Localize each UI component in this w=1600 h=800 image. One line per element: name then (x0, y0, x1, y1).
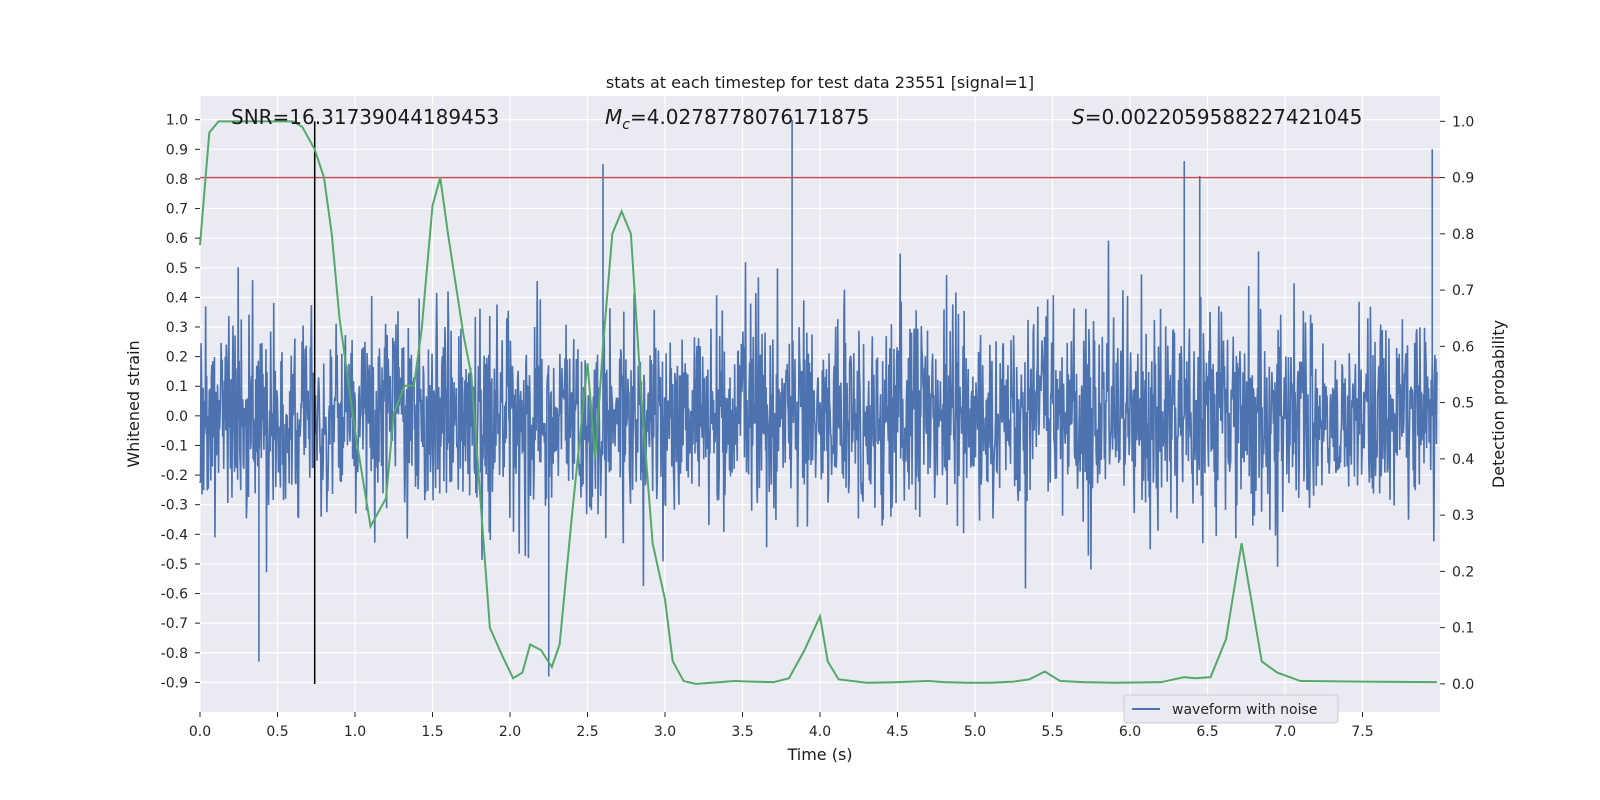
chirp-mass-value: =4.0278778076171875 (630, 105, 869, 129)
y-tick-label: -0.9 (161, 675, 188, 691)
y-right-tick-labels: 1.0 0.9 0.8 0.7 0.6 0.5 0.4 0.3 0.2 0.1 0.0 (1440, 114, 1474, 693)
y-tick-label: 0.2 (166, 350, 188, 366)
y-tick-label: 0.4 (166, 290, 188, 306)
y-right-tick-label: 0.8 (1452, 227, 1474, 243)
y-right-tick-label: 0.0 (1452, 677, 1474, 693)
x-tick-label: 5.5 (1041, 724, 1063, 740)
y-tick-label: 0.3 (166, 320, 188, 336)
y-right-tick-label: 0.9 (1452, 171, 1474, 187)
y-right-tick-label: 0.1 (1452, 621, 1474, 637)
y-right-tick-label: 0.6 (1452, 339, 1474, 355)
y-axis-label: Whitened strain (124, 340, 143, 467)
y-tick-label: -0.3 (161, 498, 188, 514)
y-tick-label: 0.7 (166, 202, 188, 218)
chirp-mass-annotation: Mc=4.0278778076171875 (605, 105, 869, 133)
detection-probability-line (199, 120, 1437, 685)
x-tick-label: 4.5 (886, 724, 908, 740)
x-tick-label: 7.0 (1274, 724, 1296, 740)
y-tick-label: -0.8 (161, 646, 188, 662)
x-tick-label: 7.5 (1351, 724, 1373, 740)
legend: waveform with noise (1123, 694, 1339, 724)
x-tick-label: 2.5 (576, 724, 598, 740)
y-tick-label: 0.5 (166, 261, 188, 277)
x-tick-label: 1.0 (344, 724, 366, 740)
x-tick-label: 6.5 (1196, 724, 1218, 740)
x-tick-label: 5.0 (964, 724, 986, 740)
chirp-mass-subscript: c (622, 117, 630, 133)
s-annotation: S=0.0022059588227421045 (1072, 105, 1362, 129)
x-axis-label: Time (s) (786, 745, 852, 764)
y-tick-label: 0.0 (166, 409, 188, 425)
y-tick-label: -0.7 (161, 616, 188, 632)
x-tick-label: 0.0 (189, 724, 211, 740)
x-tick-label: 0.5 (266, 724, 288, 740)
legend-label: waveform with noise (1172, 702, 1317, 718)
y-right-tick-label: 0.5 (1452, 396, 1474, 412)
x-tick-label: 3.5 (731, 724, 753, 740)
snr-annotation: SNR=16.31739044189453 (231, 105, 499, 129)
y-tick-label: 0.9 (166, 142, 188, 158)
y-tick-label: -0.6 (161, 587, 188, 603)
chart-title: stats at each timestep for test data 235… (606, 73, 1034, 92)
y-right-axis-label: Detection probability (1489, 320, 1508, 488)
y-tick-label: 0.8 (166, 172, 188, 188)
y-tick-labels: 1.0 0.9 0.8 0.7 0.6 0.5 0.4 0.3 0.2 0.1 0.0 -0.1 -0.… (161, 113, 200, 691)
y-tick-label: -0.5 (161, 557, 188, 573)
y-tick-label: -0.1 (161, 438, 188, 454)
waveform-path (199, 119, 1438, 677)
y-tick-label: -0.2 (161, 468, 188, 484)
x-tick-label: 2.0 (499, 724, 521, 740)
y-tick-label: -0.4 (161, 527, 188, 543)
y-right-tick-label: 0.3 (1452, 508, 1474, 524)
y-tick-label: 0.1 (166, 379, 188, 395)
y-tick-label: 1.0 (166, 113, 188, 129)
y-right-tick-label: 0.4 (1452, 452, 1474, 468)
x-tick-label: 3.0 (654, 724, 676, 740)
waveform-series (199, 119, 1438, 677)
x-tick-label: 4.0 (809, 724, 831, 740)
legend-box (1123, 694, 1339, 724)
x-tick-label: 1.5 (421, 724, 443, 740)
y-right-tick-label: 0.7 (1452, 283, 1474, 299)
x-tick-labels: 0.0 0.5 1.0 1.5 2.0 2.5 3.0 3.5 4.0 4.5 5.0 5.5 6.0 6… (189, 712, 1374, 740)
x-tick-label: 6.0 (1119, 724, 1141, 740)
y-tick-label: 0.6 (166, 231, 188, 247)
y-right-tick-label: 1.0 (1452, 114, 1474, 130)
chirp-mass-symbol: M (605, 105, 622, 129)
s-symbol: S (1072, 105, 1085, 129)
s-value: =0.0022059588227421045 (1085, 105, 1363, 129)
y-right-tick-label: 0.2 (1452, 564, 1474, 580)
